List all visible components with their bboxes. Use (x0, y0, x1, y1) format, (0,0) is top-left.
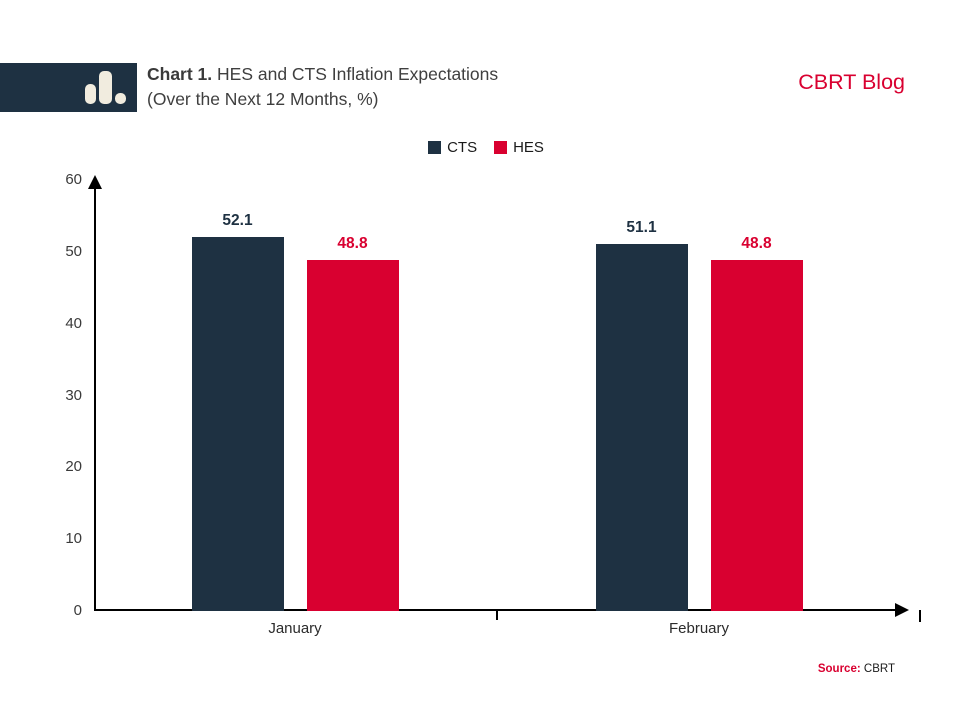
x-axis-center-tick (496, 610, 498, 620)
legend-swatch-icon (494, 140, 508, 154)
chart-legend: CTS HES (0, 137, 960, 157)
logo-bar-small (85, 84, 96, 104)
source-note: Source: CBRT (818, 663, 895, 675)
y-axis-tick-label: 30 (65, 386, 82, 404)
bar-cts-february (595, 243, 688, 611)
y-axis-tick-label: 60 (65, 171, 82, 188)
x-axis-line (94, 609, 896, 611)
bar-hes-february (710, 260, 803, 611)
y-axis-tick-label: 50 (65, 242, 82, 260)
y-axis-tick-label: 40 (65, 314, 82, 332)
logo-bar-tall (99, 71, 112, 104)
logo-bar-dot (115, 93, 126, 104)
legend-label: HES (513, 138, 544, 156)
bar-cts-january (191, 236, 284, 611)
source-label: Source: (817, 663, 861, 675)
blog-brand: CBRT Blog (798, 70, 905, 94)
bar-value-label: 52.1 (222, 211, 253, 229)
legend-label: CTS (447, 138, 478, 156)
bar-hes-january (306, 260, 399, 611)
bar-value-label: 48.8 (741, 235, 772, 253)
chart-title-line1: Chart 1. HES and CTS Inflation Expectati… (147, 62, 498, 87)
x-axis-category-label: January (268, 620, 322, 637)
y-axis-tick-label: 20 (65, 458, 82, 476)
bar-chart-icon (85, 71, 126, 104)
bar-value-label: 51.1 (626, 218, 657, 236)
legend-item-cts: CTS (428, 139, 477, 156)
cbrt-logo (0, 63, 137, 112)
x-axis-arrow-icon (895, 603, 909, 617)
legend-item-hes: HES (494, 139, 544, 156)
x-axis-end-tick (919, 610, 921, 622)
y-axis-tick-label: 10 (65, 530, 82, 548)
x-axis-category-label: February (668, 620, 730, 637)
chart-title-prefix: Chart 1. (147, 64, 213, 84)
bar-value-label: 48.8 (337, 235, 368, 253)
y-axis-line (94, 180, 96, 611)
source-value: CBRT (863, 663, 895, 675)
legend-swatch-icon (428, 140, 442, 154)
chart-title-line2: (Over the Next 12 Months, %) (147, 89, 379, 109)
chart-title-rest: HES and CTS Inflation Expectations (212, 64, 499, 84)
chart-title: Chart 1. HES and CTS Inflation Expectati… (147, 62, 498, 112)
y-axis-tick-label: 0 (73, 602, 82, 619)
y-axis-arrow-icon (88, 175, 102, 189)
